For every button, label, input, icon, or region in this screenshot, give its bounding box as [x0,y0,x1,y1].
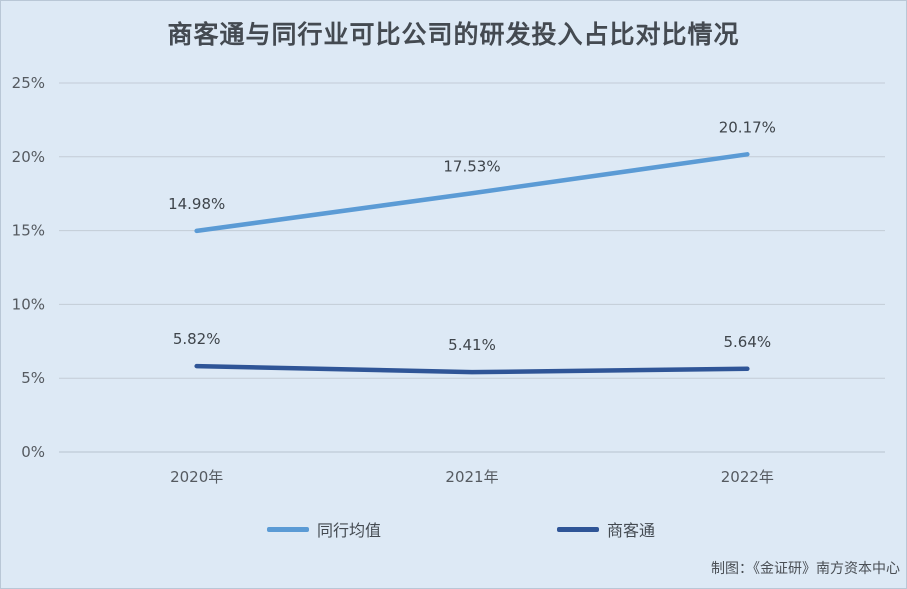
x-tick-label: 2020年 [170,468,223,486]
chart-title: 商客通与同行业可比公司的研发投入占比对比情况 [167,20,740,49]
data-labels: 14.98% 17.53% 20.17% 5.82% 5.41% 5.64% [168,118,776,354]
legend-label-shangketong: 商客通 [607,521,656,540]
legend: 同行均值 商客通 [1,515,906,543]
plot-area: 0%5%10%15%20%25% 2020年 2021年 2022年 14.98%1… [12,74,885,486]
y-tick-label: 15% [12,222,45,240]
data-point [745,367,749,371]
y-tick-label: 10% [12,295,45,313]
y-axis-ticks: 0% 5% 10% 15% 20% 25% [12,74,45,461]
x-tick-label: 2021年 [445,468,498,486]
legend-item-industry-average: 同行均值 [267,517,381,541]
data-label: 14.98% [168,195,225,213]
legend-item-shangketong: 商客通 [557,517,655,541]
data-point [745,152,749,156]
series-lines [194,152,750,375]
y-tick-label: 0% [21,443,45,461]
y-tick-label: 20% [12,148,45,166]
x-tick-label: 2022年 [721,468,774,486]
data-label: 5.64% [724,333,772,351]
gridlines [59,82,885,453]
x-axis-ticks: 2020年 2021年 2022年 [170,468,774,486]
legend-swatch-shangketong [557,526,599,532]
data-label: 17.53% [443,157,500,175]
data-point [470,191,474,195]
data-label: 20.17% [719,118,776,136]
legend-label-industry-average: 同行均值 [317,521,382,540]
y-tick-label: 25% [12,74,45,92]
legend-swatch-industry-average [267,526,309,532]
data-point [195,364,199,368]
y-tick-label: 5% [21,369,45,387]
data-point [195,229,199,233]
data-label: 5.82% [173,330,221,348]
source-note: 制图：《金证研》南方资本中心 [711,561,900,577]
data-label: 5.41% [448,336,496,354]
data-point [470,370,474,374]
